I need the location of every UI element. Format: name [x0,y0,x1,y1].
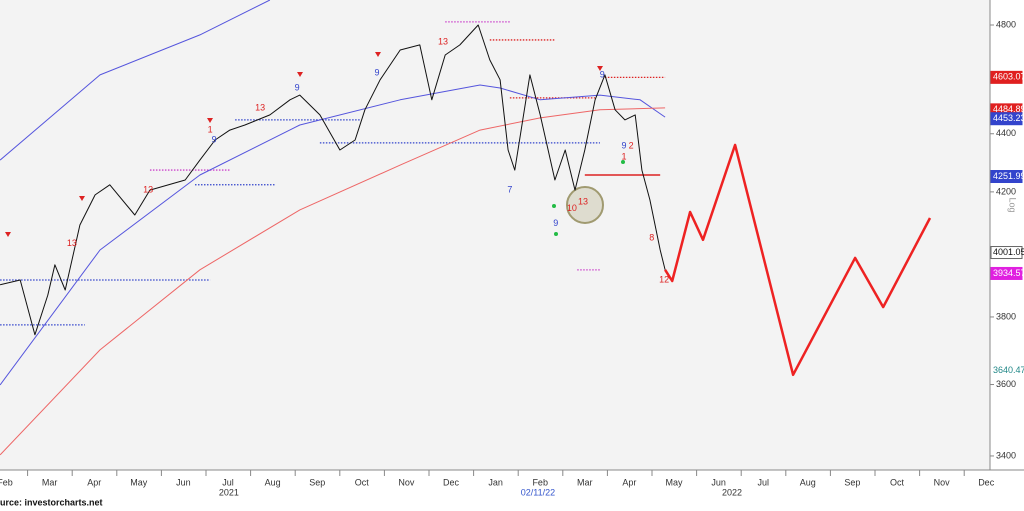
td-count: 13 [67,238,77,248]
x-tick-label: Nov [398,477,415,487]
y-tick-label: 3800 [996,311,1016,321]
td-count: 9 [622,140,627,150]
x-tick-label: Mar [42,477,58,487]
y-axis-area [990,0,1024,470]
price-label-box [990,170,1023,184]
x-tick-label: Jun [711,477,726,487]
td-count: 13 [578,196,588,206]
y-tick-label: 3400 [996,450,1016,460]
x-tick-label: May [130,477,148,487]
td-count: 1 [622,151,627,161]
series-line [0,84,666,386]
td-count: 9 [374,67,379,77]
price-label: 4603.07 [993,72,1024,82]
price-label: 4251.99 [993,171,1024,181]
x-tick-label: Aug [265,477,281,487]
x-tick-label: Feb [0,477,13,487]
price-label: 4484.89 [993,104,1024,114]
plot-area [0,0,990,470]
td-count: 1 [208,124,213,134]
price-label: 3640.47 [993,365,1024,375]
x-tick-label: Jul [757,477,769,487]
x-tick-label: Dec [978,477,995,487]
series-line [0,0,271,161]
price-label-box [990,70,1023,84]
x-secondary-label: 2022 [722,487,742,497]
y-tick-label: 3600 [996,379,1016,389]
x-tick-label: Jan [488,477,503,487]
x-tick-label: Sep [309,477,325,487]
price-label: 4453.23 [993,113,1024,123]
td-count: 2 [629,140,634,150]
td-count: 13 [143,184,153,194]
y-scale-label: Log [1008,197,1018,212]
td-count: 8 [649,232,654,242]
source: urce: investorcharts.net [0,497,103,507]
series-line [664,143,932,377]
x-tick-label: Mar [577,477,593,487]
x-secondary-label: 02/11/22 [521,487,555,497]
x-tick-label: Oct [355,477,370,487]
price-label: 3934.57 [993,268,1024,278]
x-tick-label: Dec [443,477,460,487]
arrows [5,52,603,237]
x-tick-label: Jul [222,477,234,487]
price-label-box [990,112,1023,126]
x-tick-label: Nov [934,477,951,487]
x-tick-label: Feb [532,477,548,487]
td-count: 9 [600,69,605,79]
td-count: 13 [255,102,265,112]
y-tick-label: 4800 [996,19,1016,29]
price-label: 4001.05 [993,247,1024,257]
x-tick-label: Apr [622,477,636,487]
series-line [0,24,666,336]
td-count: 9 [295,82,300,92]
stars [552,160,625,236]
td-count: 10 [567,203,577,213]
series-line [0,107,666,456]
td-count: 9 [212,134,217,144]
price-label-box [990,246,1023,260]
x-tick-label: Sep [844,477,860,487]
td-count: 13 [438,36,448,46]
x-secondary-label: 2021 [219,487,239,497]
td-count: 9 [553,218,558,228]
x-tick-label: Oct [890,477,905,487]
x-tick-label: May [665,477,683,487]
y-tick-label: 4200 [996,186,1016,196]
y-tick-label: 4400 [996,128,1016,138]
x-tick-label: Apr [87,477,101,487]
td-count: 7 [507,184,512,194]
td-count: 12 [659,274,669,284]
highlight-circle [566,186,604,224]
x-tick-label: Aug [800,477,816,487]
price-label-box [990,266,1023,280]
x-tick-label: Jun [176,477,191,487]
